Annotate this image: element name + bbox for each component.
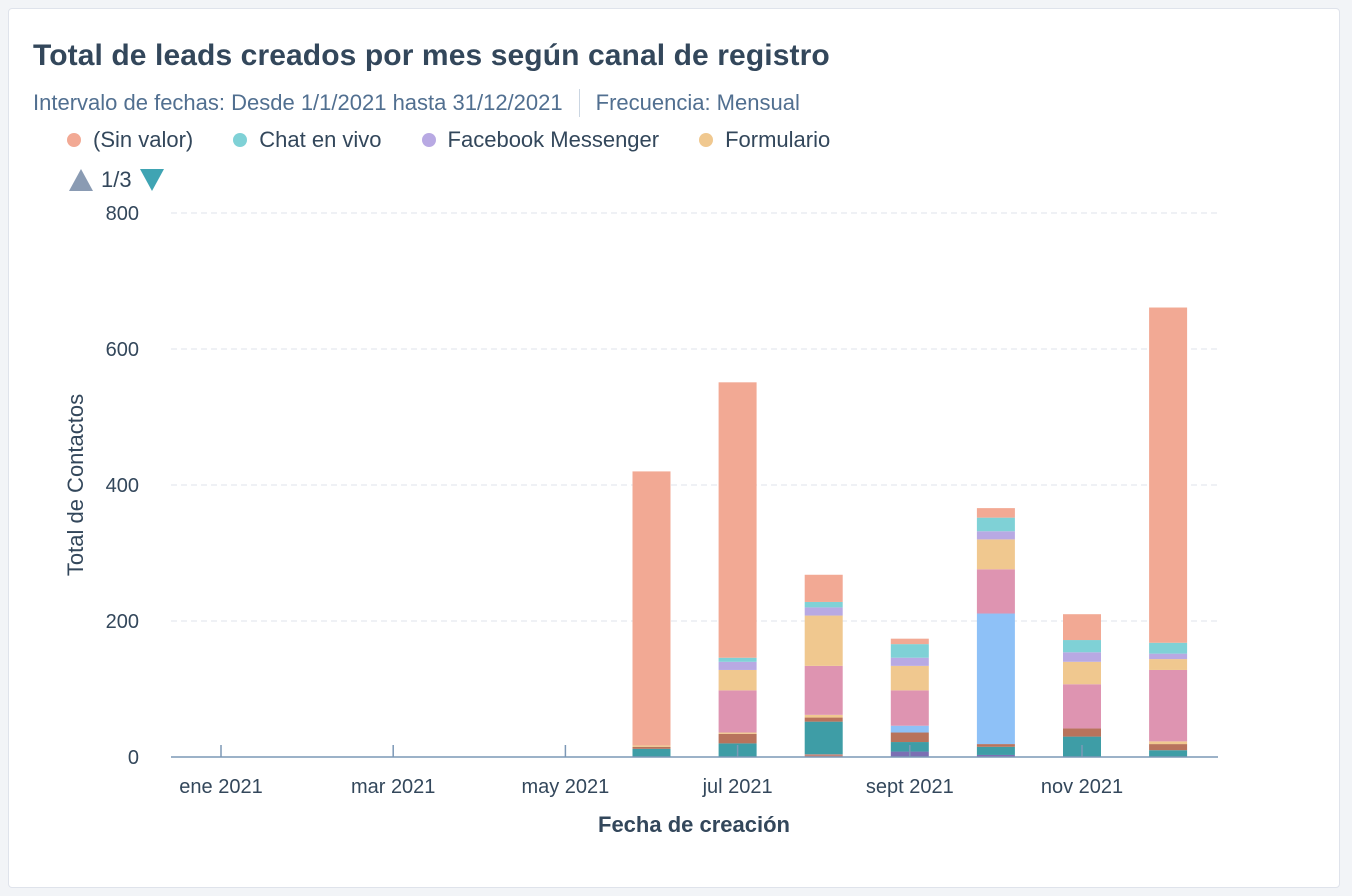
bar-segment[interactable] (804, 607, 843, 616)
x-tick-label: may 2021 (521, 776, 609, 798)
bar-segment[interactable] (804, 754, 843, 757)
bar-segment[interactable] (1149, 307, 1188, 643)
bar-segment[interactable] (632, 745, 671, 747)
bar-segment[interactable] (804, 721, 843, 755)
report-filters: Intervalo de fechas: Desde 1/1/2021 hast… (33, 89, 800, 117)
chart-card: Total de leads creados por mes según can… (8, 8, 1340, 888)
legend-label: Facebook Messenger (447, 127, 660, 152)
bar-segment[interactable] (718, 690, 757, 733)
bar-segment[interactable] (1063, 652, 1101, 662)
bar-segment[interactable] (976, 508, 1015, 518)
x-tick-label: ene 2021 (179, 776, 262, 798)
bar-segment[interactable] (890, 732, 929, 743)
frequency-filter[interactable]: Frecuencia: Mensual (595, 90, 800, 115)
date-range-filter[interactable]: Intervalo de fechas: Desde 1/1/2021 hast… (33, 90, 563, 115)
bar-segment[interactable] (1149, 642, 1188, 654)
legend-label: (Sin valor) (93, 127, 194, 152)
bar-segment[interactable] (890, 644, 929, 658)
bar-segment[interactable] (976, 531, 1015, 540)
legend-dot (421, 133, 436, 147)
legend-dot (67, 133, 81, 147)
y-tick-label: 800 (106, 203, 139, 225)
bar-segment[interactable] (632, 471, 671, 746)
bar-segment[interactable] (1063, 614, 1101, 641)
stacked-bar-chart: 0 200 400 600 800 ene 2021 mar 2021 may 2021 jul… (63, 203, 1218, 837)
bar-segment[interactable] (804, 574, 843, 602)
y-tick-label: 0 (128, 747, 139, 769)
legend-item-sin-valor[interactable]: (Sin valor) (67, 127, 193, 153)
bar-segment[interactable] (890, 665, 929, 691)
legend-pager: 1/3 (69, 167, 164, 193)
legend-label: Chat en vivo (259, 127, 382, 152)
bar-segment[interactable] (632, 748, 671, 757)
bar-segment[interactable] (718, 657, 757, 662)
bar-segment[interactable] (1063, 684, 1101, 729)
legend-item-facebook-messenger[interactable]: Facebook Messenger (421, 127, 660, 153)
page-title: Total de leads creados por mes según can… (33, 39, 830, 72)
y-axis-title: Total de Contactos (63, 394, 88, 576)
bar-segment[interactable] (1063, 640, 1101, 653)
bar-segment[interactable] (804, 615, 843, 666)
bar-segment[interactable] (718, 732, 757, 734)
bar-segment[interactable] (804, 601, 843, 608)
bar-segment[interactable] (1149, 669, 1188, 742)
legend-page-indicator: 1/3 (101, 167, 132, 192)
legend-dot (699, 133, 714, 147)
bar-segment[interactable] (976, 746, 1015, 755)
x-tick-label: jul 2021 (702, 776, 773, 798)
bar-segment[interactable] (890, 690, 929, 726)
bar-segment[interactable] (718, 669, 757, 691)
bar-segment[interactable] (976, 539, 1015, 570)
y-tick-label: 200 (106, 611, 139, 633)
bar-segment[interactable] (804, 714, 843, 718)
bar-segment[interactable] (1149, 750, 1188, 757)
x-tick-label: mar 2021 (351, 776, 436, 798)
legend-dot (233, 133, 248, 147)
bar-segment[interactable] (890, 638, 929, 645)
y-tick-label: 600 (106, 339, 139, 361)
x-tick-label: sept 2021 (866, 776, 954, 798)
y-tick-label: 400 (106, 475, 139, 497)
bar-segment[interactable] (718, 661, 757, 670)
bar-segment[interactable] (1149, 744, 1188, 751)
bar-segment[interactable] (804, 665, 843, 715)
bar-segment[interactable] (976, 569, 1015, 614)
bar-segment[interactable] (632, 746, 671, 749)
bar-segment[interactable] (976, 744, 1015, 747)
bar-segment[interactable] (1063, 728, 1101, 737)
legend-item-chat-en-vivo[interactable]: Chat en vivo (233, 127, 382, 153)
legend-label: Formulario (725, 127, 831, 152)
bar-segment[interactable] (976, 517, 1015, 532)
bar-segment[interactable] (804, 717, 843, 722)
bar-segment[interactable] (890, 657, 929, 666)
x-axis-title: Fecha de creación (598, 812, 790, 837)
bar-segment[interactable] (1149, 741, 1188, 745)
bar-segment[interactable] (1063, 661, 1101, 685)
legend-next-page-icon[interactable] (139, 169, 164, 191)
chart-legend: (Sin valor) Chat en vivo Facebook Messen… (67, 127, 870, 153)
bar-segment[interactable] (976, 754, 1015, 757)
x-tick-label: nov 2021 (1041, 776, 1123, 798)
bar-segment[interactable] (890, 725, 929, 733)
bar-segment[interactable] (718, 733, 757, 744)
legend-item-formulario[interactable]: Formulario (699, 127, 830, 153)
bar-segment[interactable] (976, 613, 1015, 745)
bar-segment[interactable] (1149, 659, 1188, 670)
legend-prev-page-icon[interactable] (69, 169, 93, 191)
bar-segment[interactable] (1149, 653, 1188, 660)
filter-divider (578, 89, 580, 117)
bar-segment[interactable] (718, 382, 757, 658)
